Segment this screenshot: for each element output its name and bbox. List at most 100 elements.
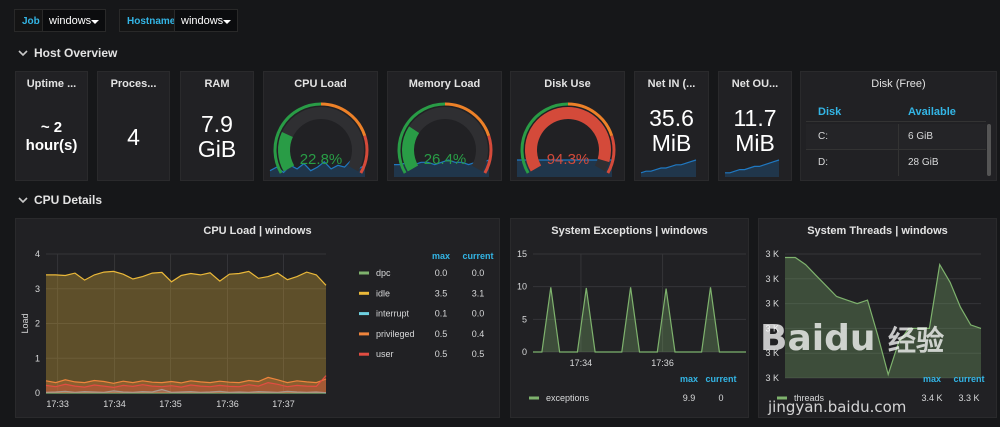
legend-current: 3.1 bbox=[472, 288, 485, 298]
x-tick-label: 17:35 bbox=[159, 399, 182, 409]
panel-title: Disk Use bbox=[544, 78, 591, 90]
sparkline-area bbox=[641, 160, 696, 177]
gauge-fill bbox=[402, 126, 420, 172]
gauge-threshold bbox=[359, 135, 369, 174]
gauge: 22.8% bbox=[273, 102, 369, 174]
watermark: Baidu 经验 bbox=[760, 318, 944, 359]
cell: D: bbox=[818, 157, 828, 168]
column-header[interactable]: Available bbox=[908, 106, 956, 118]
legend-name[interactable]: user bbox=[376, 349, 394, 359]
legend-current: 0.4 bbox=[472, 329, 485, 339]
panel-title: Memory Load bbox=[408, 78, 481, 90]
panel: Uptime ... ~ 2 hour(s) bbox=[15, 71, 88, 181]
gauge-fill bbox=[525, 107, 611, 172]
variable-dropdown[interactable]: windows bbox=[174, 9, 238, 32]
panel: Memory Load 26.4% bbox=[387, 71, 502, 181]
panel: CPU Load 22.8% bbox=[263, 71, 378, 181]
stat-value: 7.9 GiB bbox=[197, 111, 237, 162]
watermark-brand: Baidu bbox=[760, 318, 876, 359]
y-tick-label: 0 bbox=[522, 347, 527, 357]
sparkline-line bbox=[640, 159, 697, 174]
legend-name[interactable]: privileged bbox=[376, 329, 415, 339]
panel-title: CPU Load | windows bbox=[203, 225, 312, 237]
legend-max: 0.0 bbox=[435, 268, 448, 278]
gauge-fill bbox=[278, 132, 295, 172]
legend-current: 3.3 K bbox=[958, 393, 979, 403]
gauge: 94.3% bbox=[520, 102, 616, 174]
panel-title: RAM bbox=[204, 78, 230, 90]
panel: RAM 7.9 GiB bbox=[180, 71, 254, 181]
column-header[interactable]: Disk bbox=[818, 106, 842, 118]
sparkline-area bbox=[394, 160, 489, 177]
gauge-value: 94.3% bbox=[547, 151, 590, 168]
gauge-threshold bbox=[567, 102, 614, 137]
legend-max: 3.4 K bbox=[921, 393, 942, 403]
legend-current: 0.0 bbox=[472, 268, 485, 278]
y-tick-label: 3 K bbox=[765, 274, 779, 284]
stat-value: 35.6 MiB bbox=[649, 105, 694, 156]
panel: System Exceptions | windows 0 5 10 15 17:34 17… bbox=[510, 218, 749, 418]
legend-current: 0 bbox=[718, 393, 723, 403]
panel: Net IN (... 35.6 MiB bbox=[634, 71, 709, 181]
row-title[interactable]: Host Overview bbox=[34, 46, 118, 60]
legend-header: current bbox=[705, 374, 736, 384]
gauge-threshold bbox=[444, 102, 491, 137]
watermark-cn: 经验 bbox=[888, 324, 945, 357]
legend-name[interactable]: dpc bbox=[376, 268, 391, 278]
sparkline-line bbox=[725, 159, 780, 174]
legend-max: 0.5 bbox=[435, 329, 448, 339]
graph: 0 5 10 15 17:34 17:36 max current exceptions 9.9 0 bbox=[517, 249, 746, 403]
x-tick-label: 17:33 bbox=[46, 399, 69, 409]
watermark-url: jingyan.baidu.com bbox=[768, 398, 907, 416]
legend-name[interactable]: threads bbox=[794, 393, 825, 403]
y-tick-label: 3 K bbox=[765, 323, 779, 333]
gauge-threshold bbox=[520, 102, 569, 174]
gauge-threshold bbox=[397, 102, 446, 174]
x-tick-label: 17:36 bbox=[216, 399, 239, 409]
graph: 3 K 3 K 3 K 3 K 3 K 3 K max current threads 3.4 K… bbox=[765, 249, 984, 403]
scrollbar[interactable] bbox=[987, 124, 991, 176]
legend-header: current bbox=[462, 251, 493, 261]
y-tick-label: 2 bbox=[35, 319, 40, 329]
panel-title: Uptime ... bbox=[26, 78, 77, 90]
stat-value: 11.7 MiB bbox=[733, 105, 777, 156]
legend-current: 0.5 bbox=[472, 349, 485, 359]
panel: Disk Use 94.3% bbox=[510, 71, 625, 181]
cell: C: bbox=[818, 131, 828, 142]
sparkline-area bbox=[270, 160, 365, 177]
x-tick-label: 17:37 bbox=[272, 399, 295, 409]
legend-header: max bbox=[680, 374, 698, 384]
disk-table-panel: Disk (Free) Disk Available C: 6 GiB D: 2… bbox=[800, 71, 997, 181]
legend-name[interactable]: idle bbox=[376, 288, 390, 298]
stat-value: ~ 2 hour(s) bbox=[25, 119, 78, 154]
y-tick-label: 5 bbox=[522, 314, 527, 324]
panel-title: Disk (Free) bbox=[871, 78, 926, 90]
gauge-threshold bbox=[273, 102, 322, 174]
series-area bbox=[46, 375, 326, 393]
series-line bbox=[45, 388, 327, 394]
series-line bbox=[785, 256, 982, 377]
gauge-threshold bbox=[606, 135, 616, 174]
legend-name[interactable]: interrupt bbox=[376, 309, 410, 319]
row-chevron[interactable] bbox=[17, 194, 29, 206]
panel: Proces... 4 bbox=[97, 71, 170, 181]
legend-header: max bbox=[923, 374, 941, 384]
series-area bbox=[533, 287, 746, 352]
gauge-value: 22.8% bbox=[300, 151, 343, 168]
panel-title: CPU Load bbox=[294, 78, 347, 90]
row-title[interactable]: CPU Details bbox=[34, 193, 103, 207]
series-line bbox=[533, 287, 746, 353]
series-line bbox=[46, 270, 327, 286]
panel: Net OU... 11.7 MiB bbox=[718, 71, 792, 181]
y-axis-label: Load bbox=[20, 313, 30, 333]
sparkline-area bbox=[517, 160, 612, 177]
variable-dropdown[interactable]: windows bbox=[42, 9, 106, 32]
gauge-value: 26.4% bbox=[424, 151, 467, 168]
row-chevron[interactable] bbox=[17, 47, 29, 59]
y-tick-label: 3 K bbox=[765, 299, 779, 309]
legend-header: max bbox=[432, 251, 450, 261]
legend-name[interactable]: exceptions bbox=[546, 393, 590, 403]
panel-title: System Exceptions | windows bbox=[551, 225, 708, 237]
